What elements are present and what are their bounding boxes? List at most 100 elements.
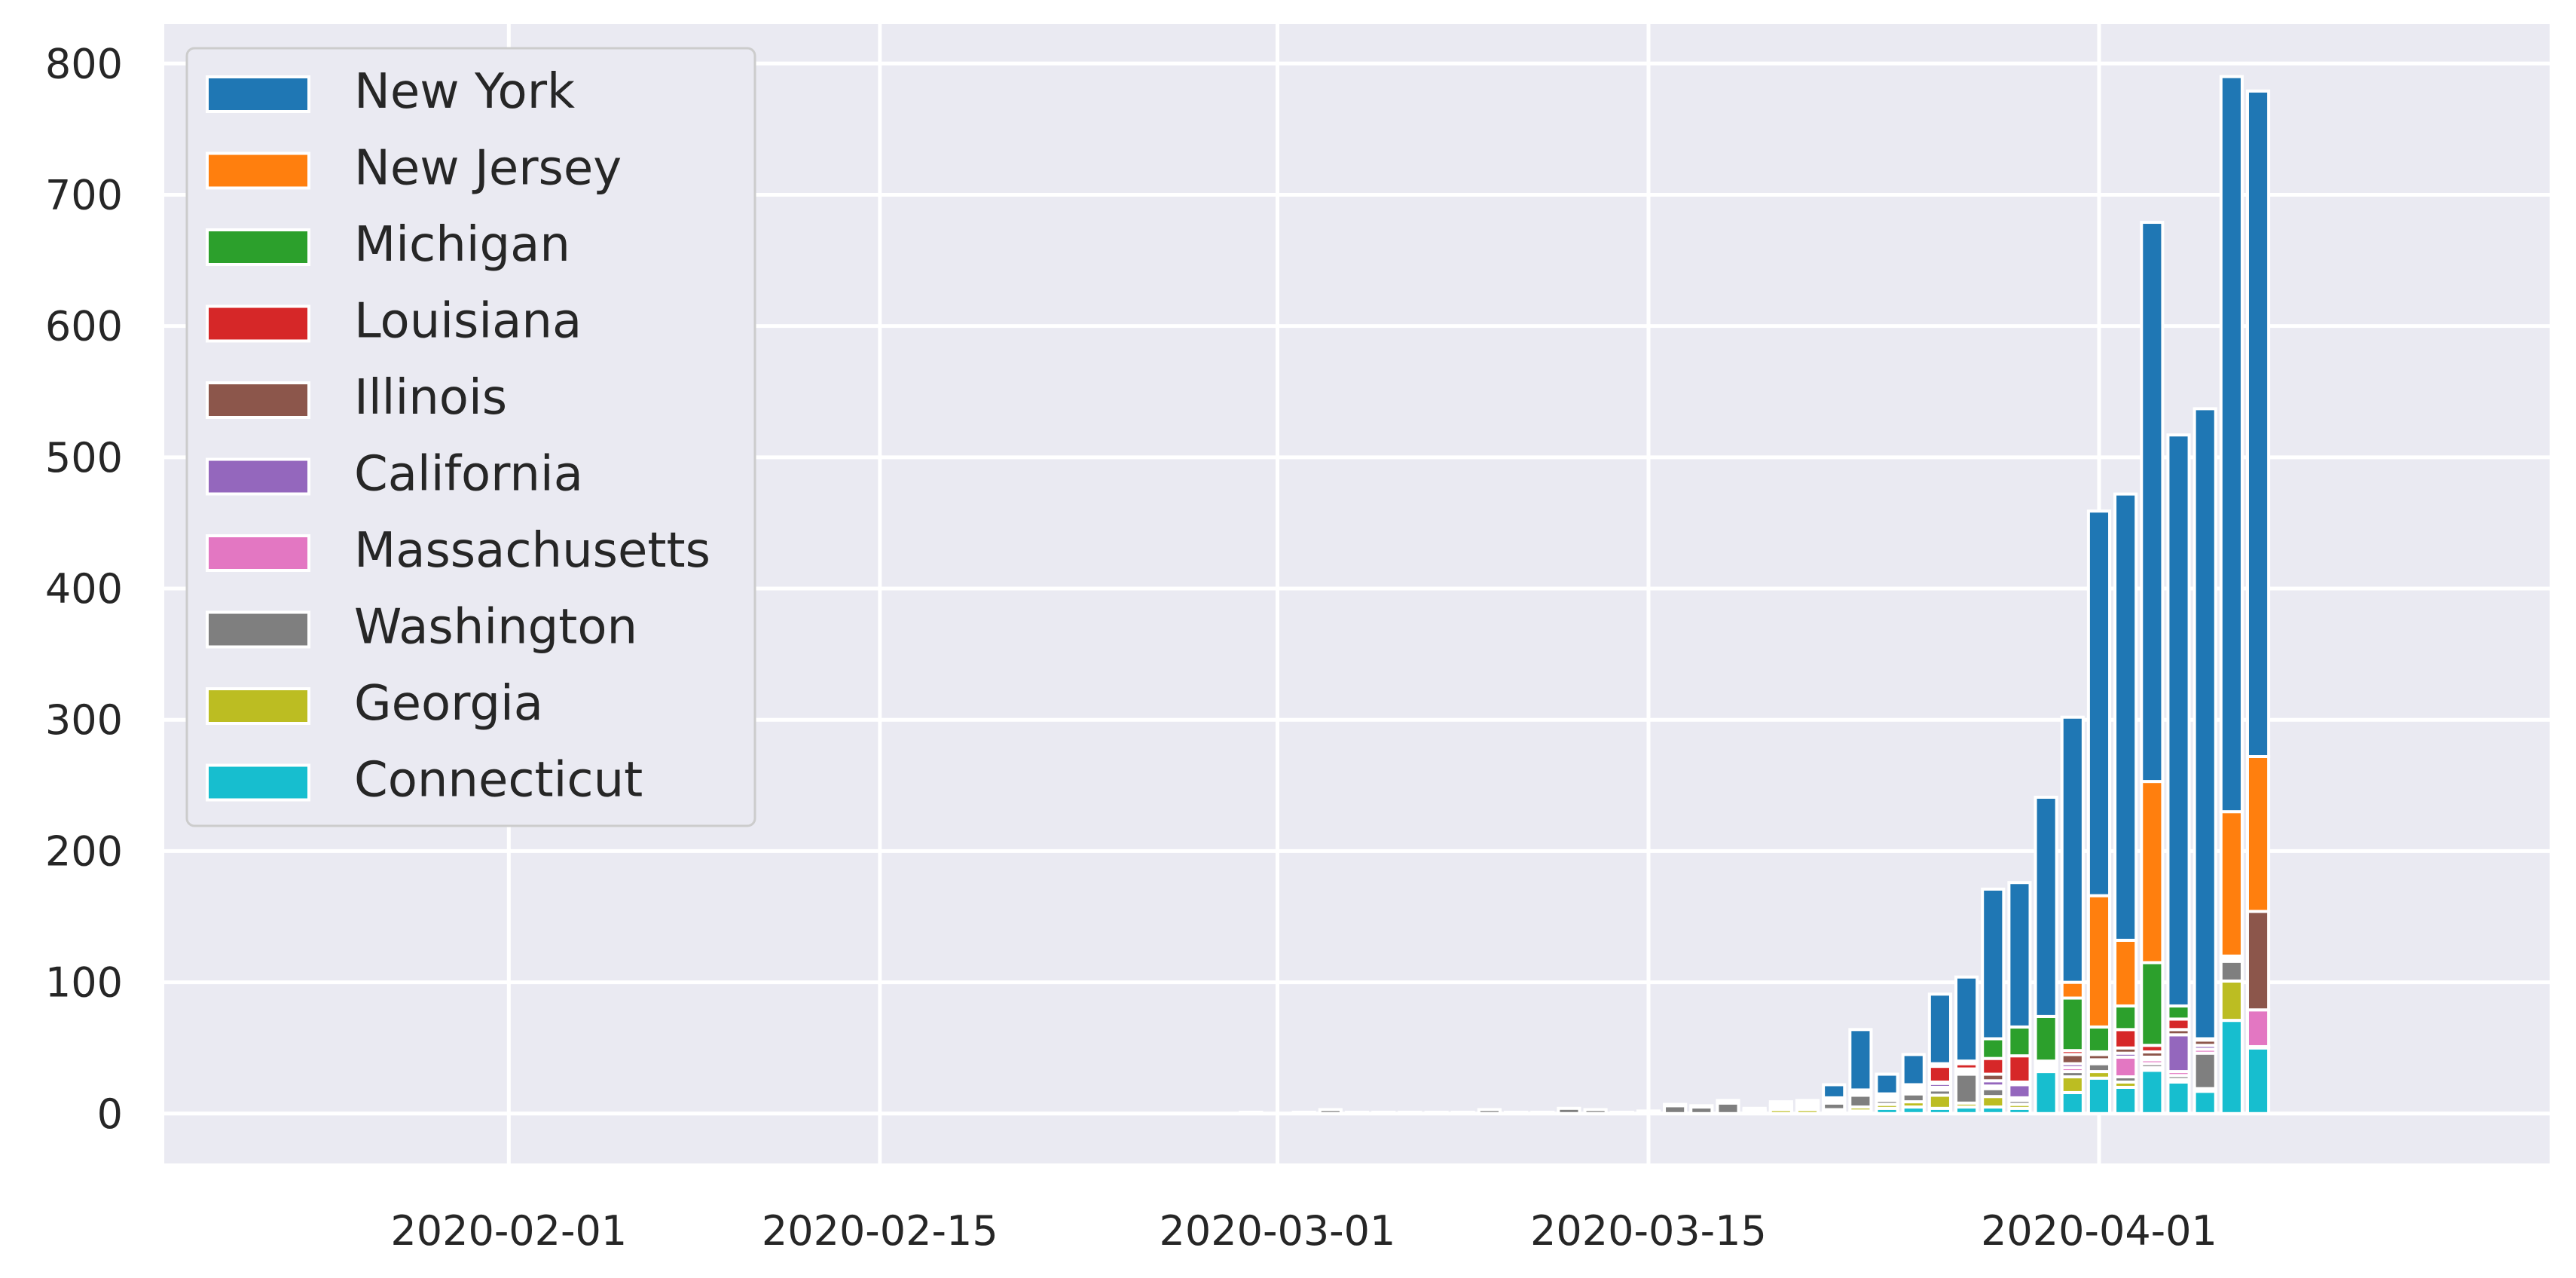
bar-new-york-2020-04-03 — [2140, 221, 2165, 784]
legend-swatch-california — [206, 457, 310, 496]
legend-label: California — [354, 447, 583, 503]
y-tick-label: 400 — [45, 565, 123, 613]
legend-label: Michigan — [354, 217, 570, 273]
y-tick-label: 500 — [45, 434, 123, 482]
bar-new-york-2020-03-29 — [2007, 881, 2032, 1029]
bar-new-york-2020-03-23 — [1848, 1028, 1873, 1092]
bar-connecticut-2020-03-30 — [2034, 1070, 2058, 1115]
legend-label: New York — [354, 64, 575, 120]
bar-washington-2020-04-05 — [2193, 1051, 2217, 1090]
bar-california-2020-04-04 — [2166, 1033, 2191, 1074]
bar-washington-2020-03-18 — [1716, 1101, 1740, 1115]
bar-new-jersey-2020-04-03 — [2140, 780, 2165, 965]
bar-illinois-2020-04-07 — [2245, 910, 2271, 1012]
bar-michigan-2020-04-03 — [2140, 961, 2165, 1047]
bar-new-york-2020-03-27 — [1954, 975, 1979, 1063]
bar-washington-2020-03-12 — [1557, 1106, 1581, 1115]
bar-california-2020-03-29 — [2007, 1083, 2032, 1099]
legend-swatch-michigan — [206, 228, 310, 266]
x-tick-label: 2020-04-01 — [1981, 1207, 2217, 1255]
x-tick-label: 2020-02-01 — [390, 1207, 627, 1255]
bar-connecticut-2020-04-06 — [2219, 1019, 2244, 1115]
bar-massachusetts-2020-04-02 — [2113, 1055, 2138, 1079]
bar-connecticut-2020-04-07 — [2245, 1046, 2271, 1115]
bar-new-york-2020-04-01 — [2086, 509, 2112, 897]
bar-washington-2020-03-13 — [1583, 1108, 1608, 1115]
bar-new-york-2020-04-06 — [2219, 75, 2244, 814]
legend-swatch-washington — [206, 610, 310, 649]
legend-label: Connecticut — [354, 753, 643, 809]
y-tick-label: 700 — [45, 171, 123, 219]
legend-label: Massachusetts — [354, 523, 710, 579]
bar-louisiana-2020-04-02 — [2113, 1028, 2138, 1050]
bar-washington-2020-03-08 — [1450, 1111, 1475, 1115]
bar-washington-2020-03-10 — [1503, 1111, 1529, 1115]
bar-washington-2020-03-14 — [1609, 1111, 1634, 1115]
legend-box — [185, 47, 756, 827]
bar-new-york-2020-03-28 — [1981, 887, 2006, 1041]
bar-california-2020-03-19 — [1742, 1106, 1767, 1111]
legend-swatch-new-york — [206, 75, 310, 113]
legend-swatch-connecticut — [206, 763, 310, 802]
bar-new-york-2020-03-31 — [2060, 715, 2085, 984]
bar-washington-2020-03-02 — [1291, 1111, 1316, 1115]
bar-connecticut-2020-04-04 — [2166, 1081, 2191, 1115]
bar-new-york-2020-03-26 — [1927, 992, 1952, 1066]
bar-michigan-2020-04-04 — [2166, 1004, 2191, 1021]
bar-georgia-2020-03-31 — [2060, 1075, 2085, 1094]
bar-new-jersey-2020-04-06 — [2219, 810, 2244, 958]
bar-washington-2020-03-05 — [1371, 1111, 1396, 1115]
bar-massachusetts-2020-04-07 — [2245, 1008, 2271, 1048]
bar-new-york-2020-03-22 — [1822, 1083, 1847, 1099]
bar-washington-2020-03-27 — [1954, 1072, 1979, 1105]
bar-georgia-2020-04-06 — [2219, 979, 2244, 1023]
bar-georgia-2020-03-26 — [1927, 1093, 1952, 1110]
bar-connecticut-2020-04-01 — [2086, 1076, 2112, 1115]
bar-washington-2020-03-03 — [1318, 1108, 1343, 1115]
bar-louisiana-2020-03-29 — [2007, 1054, 2032, 1084]
bar-louisiana-2020-03-26 — [1927, 1065, 1952, 1084]
legend-swatch-illinois — [206, 381, 310, 419]
bar-new-jersey-2020-04-07 — [2245, 755, 2271, 913]
bar-michigan-2020-04-01 — [2086, 1025, 2112, 1053]
legend-swatch-new-jersey — [206, 151, 310, 190]
bar-new-york-2020-04-05 — [2193, 407, 2217, 1041]
y-tick-labels: 0 100 200 300 400 500 600 700 800 — [45, 40, 123, 1138]
bar-washington-2020-03-23 — [1848, 1093, 1873, 1109]
x-tick-label: 2020-03-01 — [1160, 1207, 1396, 1255]
x-tick-label: 2020-02-15 — [762, 1207, 998, 1255]
bar-washington-2020-03-09 — [1477, 1108, 1502, 1115]
bar-california-2020-03-20 — [1768, 1100, 1793, 1106]
bar-michigan-2020-03-31 — [2060, 996, 2085, 1053]
bar-washington-2020-03-06 — [1398, 1111, 1422, 1115]
bar-michigan-2020-03-30 — [2034, 1014, 2058, 1063]
y-tick-label: 200 — [45, 827, 123, 875]
legend-label: Louisiana — [354, 294, 582, 350]
legend-swatch-louisiana — [206, 304, 310, 343]
legend: New York New Jersey Michigan Louisiana Illin… — [185, 47, 756, 827]
bar-california-2020-03-15 — [1636, 1109, 1661, 1114]
bar-new-york-2020-04-04 — [2166, 433, 2191, 1007]
bar-washington-2020-03-07 — [1424, 1111, 1449, 1115]
bar-new-jersey-2020-04-02 — [2113, 938, 2138, 1007]
bar-michigan-2020-03-29 — [2007, 1025, 2032, 1058]
bar-new-york-2020-03-24 — [1875, 1072, 1899, 1096]
y-tick-label: 800 — [45, 40, 123, 87]
bar-connecticut-2020-03-31 — [2060, 1090, 2085, 1115]
bar-california-2020-03-18 — [1716, 1099, 1740, 1105]
bar-new-jersey-2020-03-31 — [2060, 980, 2085, 1000]
bar-georgia-2020-03-28 — [1981, 1095, 2006, 1109]
bar-new-york-2020-04-07 — [2245, 89, 2271, 759]
bar-washington-2020-02-29 — [1239, 1111, 1264, 1115]
bars — [1239, 75, 2271, 1115]
bar-connecticut-2020-04-05 — [2193, 1090, 2217, 1115]
bar-california-2020-03-17 — [1689, 1104, 1714, 1109]
bar-michigan-2020-03-28 — [1981, 1037, 2006, 1060]
bar-washington-2020-04-06 — [2219, 959, 2244, 983]
x-tick-labels: 2020-02-01 2020-02-15 2020-03-01 2020-03-15… — [390, 1207, 2217, 1255]
y-tick-label: 100 — [45, 959, 123, 1007]
bar-louisiana-2020-03-21 — [1795, 1099, 1820, 1104]
bar-louisiana-2020-03-28 — [1981, 1056, 2006, 1076]
bar-new-york-2020-03-25 — [1901, 1053, 1926, 1087]
legend-label: Georgia — [354, 676, 543, 732]
